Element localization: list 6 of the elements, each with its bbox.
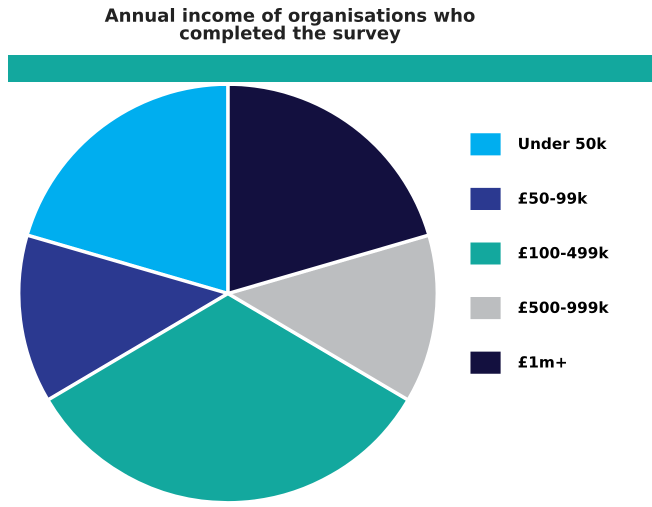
legend-label: Under 50k: [519, 137, 607, 150]
legend-label: £1m+: [518, 356, 566, 368]
legend-label: £50-99k: [518, 192, 588, 204]
legend-label: £100-499k: [518, 246, 609, 258]
legend-label: £500-999k: [518, 301, 609, 314]
chart-title: Annual income of organisations who completed the survey: [104, 8, 475, 44]
